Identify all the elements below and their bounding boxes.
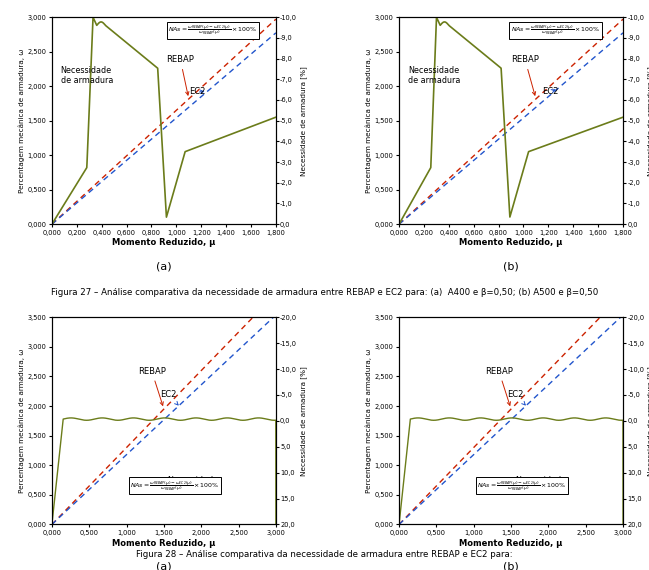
- Text: Necessidade
de armadura: Necessidade de armadura: [408, 66, 460, 86]
- X-axis label: Momento Reduzido, μ: Momento Reduzido, μ: [112, 238, 215, 247]
- Y-axis label: Necessidade de armadura [%]: Necessidade de armadura [%]: [300, 66, 306, 176]
- Y-axis label: Percentagem mecânica de armadura, ω: Percentagem mecânica de armadura, ω: [18, 349, 25, 493]
- Text: REBAP: REBAP: [138, 367, 165, 405]
- Text: (a): (a): [156, 562, 172, 570]
- X-axis label: Momento Reduzido, μ: Momento Reduzido, μ: [459, 539, 563, 548]
- Text: REBAP: REBAP: [485, 367, 513, 405]
- Text: $NAs = \frac{\omega_{REBAP}(\mu)-\omega_{EC2}(\mu)}{\omega_{REBAP}(\mu)}\times10: $NAs = \frac{\omega_{REBAP}(\mu)-\omega_…: [130, 479, 219, 493]
- Y-axis label: Necessidade de armadura [%]: Necessidade de armadura [%]: [647, 66, 649, 176]
- Y-axis label: Percentagem mecânica de armadura, ω: Percentagem mecânica de armadura, ω: [365, 349, 372, 493]
- Y-axis label: Percentagem mecânica de armadura, ω: Percentagem mecânica de armadura, ω: [365, 48, 372, 193]
- Text: (a): (a): [156, 262, 172, 272]
- Y-axis label: Necessidade de armadura [%]: Necessidade de armadura [%]: [300, 366, 307, 476]
- Text: Necessidade
de armadura: Necessidade de armadura: [167, 477, 220, 496]
- Text: EC2: EC2: [542, 87, 559, 96]
- Text: REBAP: REBAP: [166, 55, 194, 95]
- Text: Figura 28 – Análise comparativa da necessidade de armadura entre REBAP e EC2 par: Figura 28 – Análise comparativa da neces…: [136, 550, 513, 559]
- Text: REBAP: REBAP: [511, 55, 539, 95]
- Text: EC2: EC2: [508, 390, 525, 405]
- Y-axis label: Necessidade de armadura [%]: Necessidade de armadura [%]: [647, 366, 649, 476]
- Text: (b): (b): [503, 562, 519, 570]
- Text: (b): (b): [503, 262, 519, 272]
- Text: Figura 27 – Análise comparativa da necessidade de armadura entre REBAP e EC2 par: Figura 27 – Análise comparativa da neces…: [51, 288, 598, 297]
- Text: $NAs = \frac{\omega_{REBAP}(\mu)-\omega_{EC2}(\mu)}{\omega_{REBAP}(\mu)}\times10: $NAs = \frac{\omega_{REBAP}(\mu)-\omega_…: [168, 23, 258, 37]
- Text: $NAs = \frac{\omega_{REBAP}(\mu)-\omega_{EC2}(\mu)}{\omega_{REBAP}(\mu)}\times10: $NAs = \frac{\omega_{REBAP}(\mu)-\omega_…: [478, 479, 567, 493]
- Text: EC2: EC2: [189, 87, 205, 96]
- Text: Necessidade
de armadura: Necessidade de armadura: [515, 477, 567, 496]
- X-axis label: Momento Reduzido, μ: Momento Reduzido, μ: [112, 539, 215, 548]
- X-axis label: Momento Reduzido, μ: Momento Reduzido, μ: [459, 238, 563, 247]
- Text: Necessidade
de armadura: Necessidade de armadura: [60, 66, 113, 86]
- Text: EC2: EC2: [160, 390, 178, 405]
- Y-axis label: Percentagem mecânica de armadura, ω: Percentagem mecânica de armadura, ω: [18, 48, 25, 193]
- Text: $NAs = \frac{\omega_{REBAP}(\mu)-\omega_{EC2}(\mu)}{\omega_{REBAP}(\mu)}\times10: $NAs = \frac{\omega_{REBAP}(\mu)-\omega_…: [511, 23, 600, 37]
